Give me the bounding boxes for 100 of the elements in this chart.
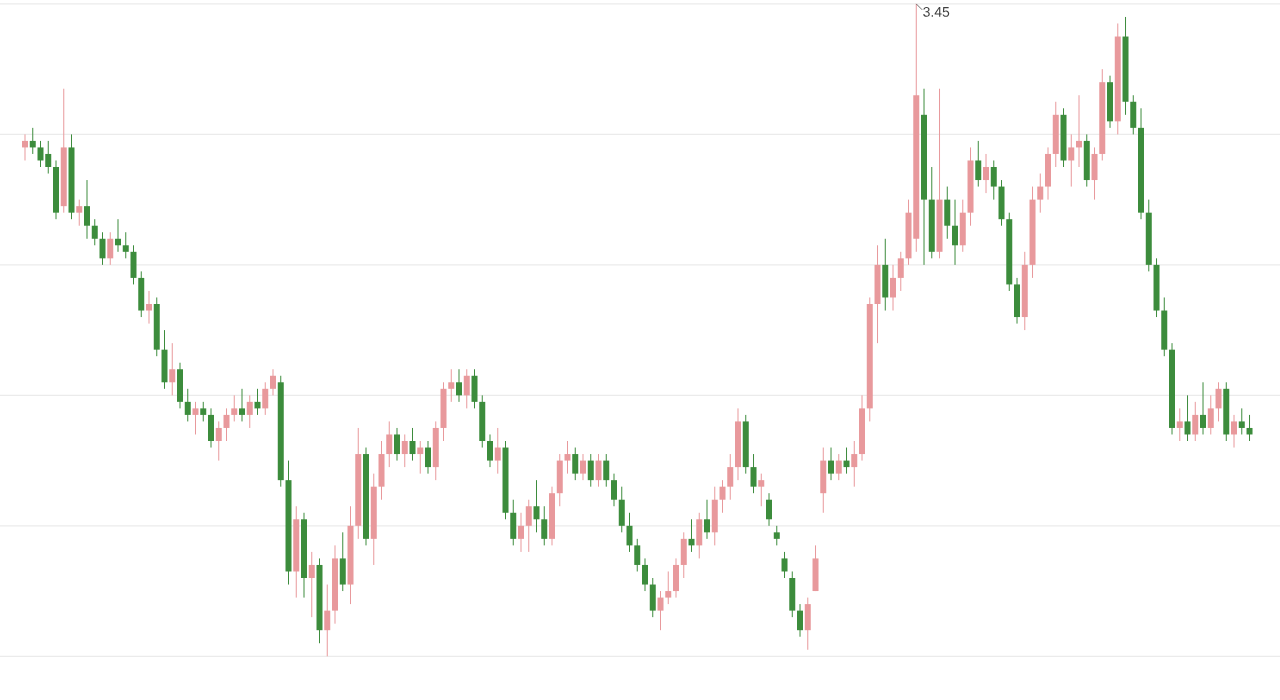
candlestick bbox=[91, 218, 98, 246]
candlestick bbox=[394, 427, 401, 462]
candlestick bbox=[750, 453, 757, 494]
candlestick bbox=[719, 479, 726, 514]
candlestick bbox=[859, 394, 866, 462]
candlestick bbox=[1014, 277, 1021, 325]
candlestick bbox=[254, 388, 261, 416]
candlestick bbox=[773, 525, 780, 546]
candlestick bbox=[471, 368, 478, 409]
candlestick bbox=[184, 388, 191, 422]
candlestick bbox=[494, 427, 501, 475]
candlestick bbox=[409, 427, 416, 462]
candlestick bbox=[231, 394, 238, 422]
candlestick bbox=[192, 401, 199, 435]
candlestick bbox=[742, 414, 749, 475]
candlestick bbox=[169, 342, 176, 396]
candlestick bbox=[1076, 94, 1083, 168]
candlestick bbox=[820, 447, 827, 514]
candlestick bbox=[1215, 381, 1222, 422]
candlestick bbox=[525, 499, 532, 553]
candlestick bbox=[45, 140, 52, 175]
candlestick bbox=[22, 133, 28, 161]
candlestick bbox=[37, 140, 44, 168]
candlestick bbox=[944, 186, 951, 240]
candlestick bbox=[1068, 133, 1075, 188]
candlestick bbox=[76, 199, 83, 227]
candlestick bbox=[138, 270, 145, 318]
candlestick bbox=[1246, 414, 1253, 442]
candlestick bbox=[378, 440, 385, 501]
candlestick bbox=[843, 447, 850, 475]
candlestick bbox=[215, 420, 222, 462]
candlestick bbox=[456, 368, 463, 403]
candlestick bbox=[208, 407, 214, 449]
candlestick bbox=[84, 179, 90, 240]
candlestick bbox=[1083, 133, 1090, 188]
candlestick bbox=[1223, 381, 1230, 442]
candlestick bbox=[835, 453, 842, 481]
candlestick bbox=[696, 512, 703, 559]
candlestick bbox=[580, 453, 587, 481]
candlestick bbox=[463, 368, 470, 409]
candlestick bbox=[200, 401, 207, 422]
candlestick bbox=[587, 453, 594, 488]
candlestick bbox=[53, 159, 59, 220]
candlestick bbox=[417, 440, 424, 475]
candlestick bbox=[448, 368, 455, 403]
candlestick bbox=[626, 512, 633, 553]
candlestick bbox=[727, 453, 734, 501]
candlestick bbox=[828, 447, 835, 481]
candlestick bbox=[239, 388, 245, 422]
candlestick bbox=[595, 453, 602, 488]
candlestick bbox=[1037, 173, 1044, 214]
candlestick bbox=[146, 290, 152, 325]
candlestick bbox=[115, 218, 121, 253]
candlestick bbox=[603, 453, 610, 488]
candlestick bbox=[1238, 407, 1245, 435]
candlestick bbox=[130, 244, 137, 285]
candlestick bbox=[339, 531, 346, 592]
candlestick bbox=[533, 479, 540, 533]
candlestick bbox=[959, 199, 966, 253]
candlestick bbox=[611, 473, 618, 507]
candlestick bbox=[479, 394, 486, 449]
candlestick bbox=[983, 153, 990, 194]
candlestick bbox=[161, 329, 168, 390]
candlestick bbox=[789, 570, 796, 618]
candlestick bbox=[1207, 394, 1214, 435]
candlestick bbox=[153, 296, 160, 357]
candlestick bbox=[1184, 394, 1191, 442]
candlestick bbox=[487, 433, 494, 468]
candlestick bbox=[324, 584, 331, 657]
candlestick bbox=[952, 199, 959, 266]
candlestick bbox=[812, 544, 819, 592]
candlestick bbox=[766, 492, 773, 527]
candlestick bbox=[781, 551, 788, 579]
candlestick bbox=[1045, 146, 1052, 201]
candlestick bbox=[177, 362, 183, 409]
candlestick bbox=[1200, 381, 1207, 435]
candlestick bbox=[556, 453, 563, 507]
candlestick bbox=[246, 394, 253, 429]
candlestick bbox=[122, 231, 129, 259]
candlestick bbox=[1091, 146, 1098, 201]
candlestick bbox=[649, 577, 656, 618]
candlestick bbox=[1231, 414, 1238, 449]
candlestick bbox=[510, 499, 517, 546]
candlestick bbox=[1130, 94, 1137, 135]
candlestick bbox=[897, 251, 904, 292]
candlestick bbox=[882, 238, 889, 312]
candlestick bbox=[1153, 257, 1160, 318]
candlestick bbox=[758, 473, 765, 507]
candlestick bbox=[29, 127, 36, 155]
candlestick bbox=[270, 368, 277, 396]
candlestick bbox=[851, 440, 858, 488]
candlestick bbox=[797, 603, 804, 638]
candlestick bbox=[572, 447, 579, 481]
candlestick bbox=[1052, 101, 1059, 168]
candlestick bbox=[1192, 401, 1199, 442]
candlestick bbox=[874, 244, 881, 344]
candlestick bbox=[541, 505, 548, 546]
candlestick bbox=[425, 440, 432, 475]
candlestick bbox=[308, 551, 315, 618]
candlestick bbox=[704, 499, 711, 540]
